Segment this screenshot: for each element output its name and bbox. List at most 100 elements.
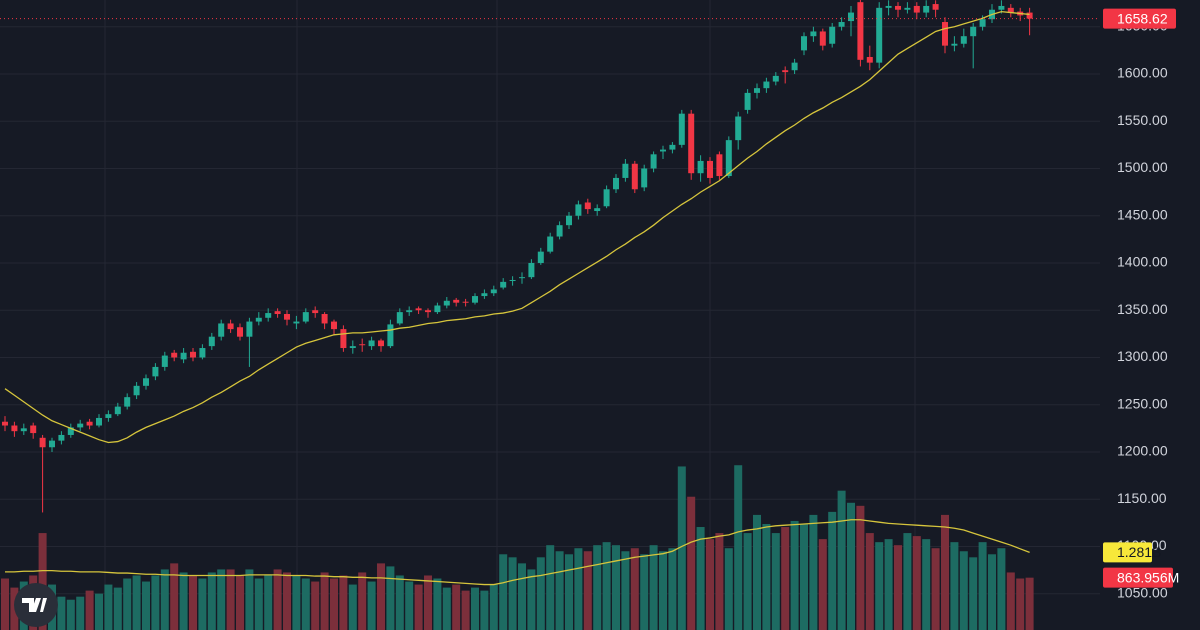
candle-body (462, 301, 469, 303)
candle-body (631, 163, 638, 190)
volume-ma-label: 1.281B (1117, 544, 1161, 560)
volume-bar (640, 554, 649, 630)
volume-bar (160, 569, 169, 630)
candle-body (96, 417, 102, 426)
volume-last-box (1103, 567, 1173, 588)
candle-body (904, 7, 911, 10)
volume-bar (386, 566, 395, 630)
candle-body (819, 31, 826, 46)
volume-bar (123, 578, 132, 630)
candle-body (199, 348, 206, 358)
candle-body (434, 305, 441, 313)
candle-body (2, 421, 8, 426)
volume-bar (847, 502, 855, 630)
candle-body (876, 7, 883, 63)
candle-body (547, 236, 554, 252)
volume-bar (367, 581, 376, 630)
candle-body (227, 323, 234, 330)
candle-body (716, 154, 723, 177)
candle-body (613, 177, 619, 190)
candle-body (979, 19, 986, 27)
candle-body (443, 300, 450, 306)
volume-bar (151, 575, 160, 630)
candle-body (11, 425, 18, 432)
volume-bar (621, 551, 630, 630)
y-tick-label: 1050.00 (1117, 584, 1168, 600)
volume-bar (941, 514, 949, 630)
y-tick-label: 1600.00 (1117, 65, 1168, 81)
volume-bar (818, 539, 827, 630)
candle-body (453, 299, 460, 303)
volume-bar (330, 578, 338, 630)
price-axis: 1050.001100.001150.001200.001250.001300.… (1103, 8, 1179, 600)
volume-bar (931, 548, 940, 630)
candle-body (86, 421, 93, 426)
volume-bar (743, 533, 752, 630)
candle-body (772, 75, 779, 82)
logo-mark (22, 598, 47, 612)
y-tick-label: 1200.00 (1117, 443, 1168, 459)
volume-bar (245, 569, 254, 630)
candle-body (951, 43, 958, 46)
candle-body (415, 308, 422, 311)
y-tick-label: 1300.00 (1117, 348, 1168, 364)
volume (1, 465, 1034, 630)
volume-bar (706, 539, 714, 630)
candle-body (396, 312, 403, 324)
candle-body (180, 352, 187, 360)
volume-bar (884, 539, 893, 630)
volume-bar (790, 520, 799, 630)
y-tick-label: 1250.00 (1117, 395, 1168, 411)
volume-bar (1025, 577, 1034, 630)
volume-bar (696, 527, 705, 630)
volume-bar (170, 563, 179, 630)
candle-body (678, 113, 685, 145)
volume-bar (865, 533, 874, 630)
volume-bar (508, 557, 517, 630)
last-price-box (1103, 8, 1176, 29)
volume-bar (348, 584, 357, 630)
volume-bar (433, 578, 442, 630)
volume-bar (405, 581, 414, 630)
candle-body (848, 12, 854, 22)
volume-bar (762, 523, 771, 630)
candle-body (866, 56, 873, 63)
candle-body (754, 88, 760, 93)
volume-bar (659, 551, 667, 630)
volume-bar (518, 563, 526, 630)
candle-body (500, 281, 507, 288)
volume-bar (894, 545, 902, 630)
volume-bar (85, 590, 94, 630)
candle-body (885, 5, 892, 8)
volume-bar (612, 545, 620, 630)
volume-bar (1, 578, 9, 630)
candle-body (274, 311, 281, 315)
candle-body (190, 351, 196, 358)
candle-body (387, 324, 394, 347)
candle-body (528, 262, 535, 278)
candle-body (255, 317, 262, 322)
candle-body (124, 397, 131, 407)
candle-body (490, 289, 497, 294)
volume-bar (207, 572, 216, 630)
volume-bar (132, 575, 141, 630)
volume-bar (809, 514, 818, 630)
candle-body (970, 26, 977, 37)
candle-body (838, 22, 845, 27)
volume-bar (414, 584, 423, 630)
candle-body (368, 340, 375, 347)
candle-body (321, 314, 328, 324)
volume-bar (724, 548, 733, 630)
candle-body (218, 323, 225, 337)
candle-body (942, 22, 948, 46)
candle-body (509, 279, 516, 281)
candle-body (312, 310, 319, 314)
volume-bar (254, 578, 263, 630)
candle-body (49, 440, 55, 448)
volume-bar (320, 572, 329, 630)
candle-body (763, 81, 770, 89)
candle-body (735, 116, 742, 141)
candle-body (39, 437, 46, 448)
